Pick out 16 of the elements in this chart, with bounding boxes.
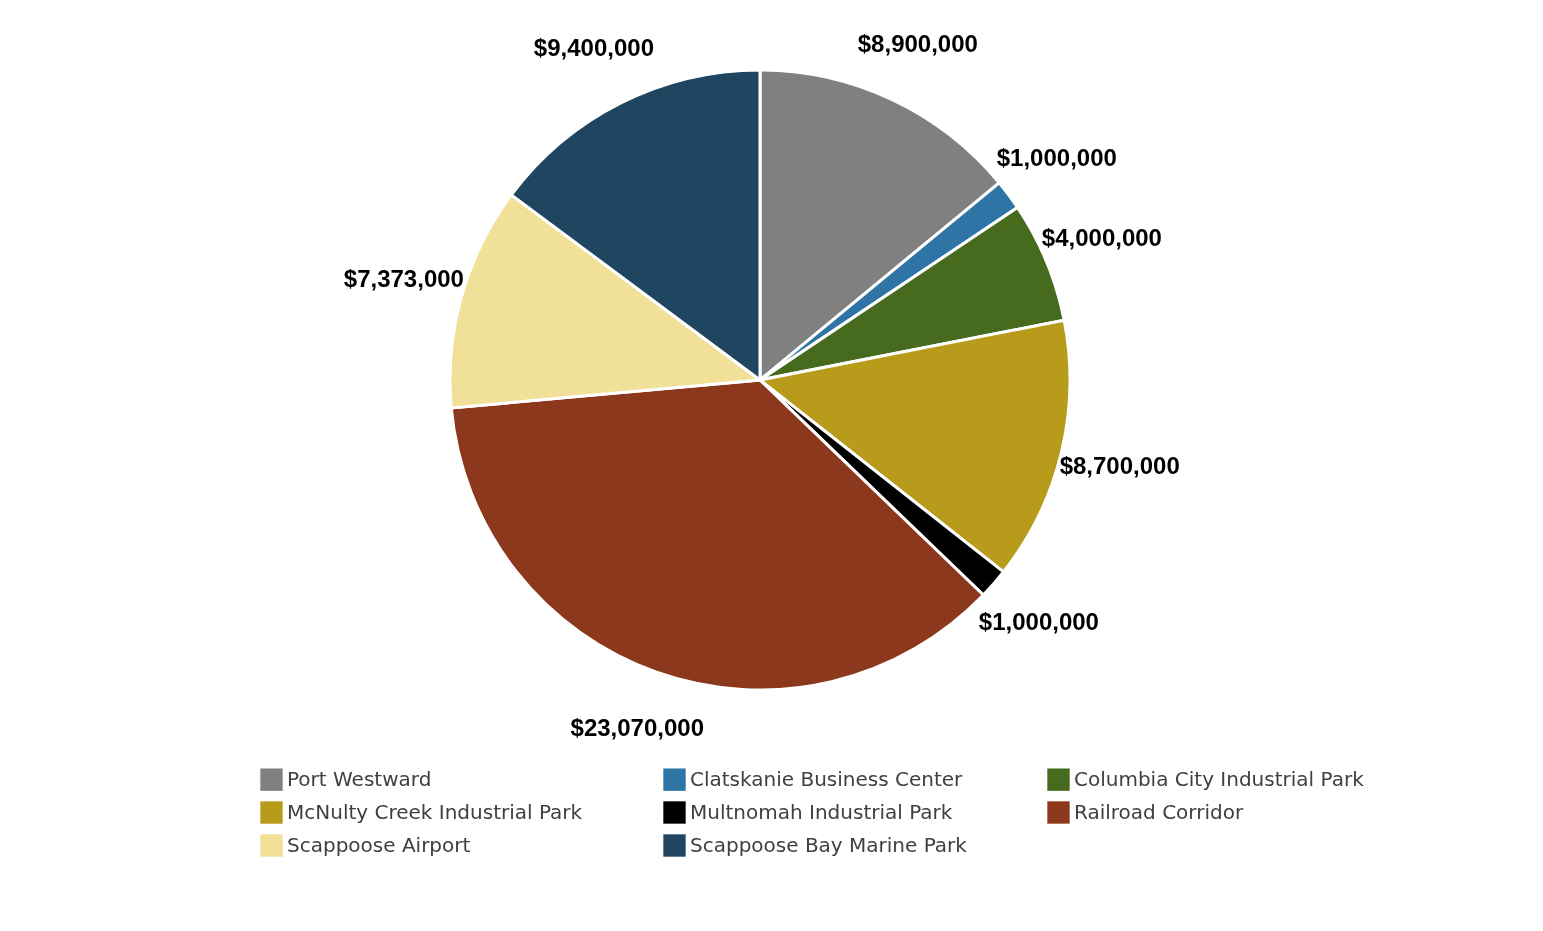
legend-label: Scappoose Bay Marine Park: [690, 832, 968, 857]
legend-label: Scappoose Airport: [287, 832, 471, 857]
data-label: $1,000,000: [978, 608, 1099, 636]
data-label: $9,400,000: [533, 34, 654, 62]
legend-label: Multnomah Industrial Park: [690, 799, 953, 824]
legend-label: Railroad Corridor: [1074, 799, 1244, 824]
data-label: $4,000,000: [1041, 223, 1162, 251]
data-label: $1,000,000: [996, 144, 1117, 172]
data-label: $8,700,000: [1059, 451, 1180, 479]
data-label: $23,070,000: [570, 714, 705, 742]
legend-label: McNulty Creek Industrial Park: [287, 799, 583, 824]
legend-label: Columbia City Industrial Park: [1074, 766, 1365, 791]
legend-label: Port Westward: [287, 766, 432, 791]
legend-label: Clatskanie Business Center: [690, 766, 964, 791]
data-label: $8,900,000: [857, 30, 978, 58]
data-label: $7,373,000: [343, 264, 464, 292]
